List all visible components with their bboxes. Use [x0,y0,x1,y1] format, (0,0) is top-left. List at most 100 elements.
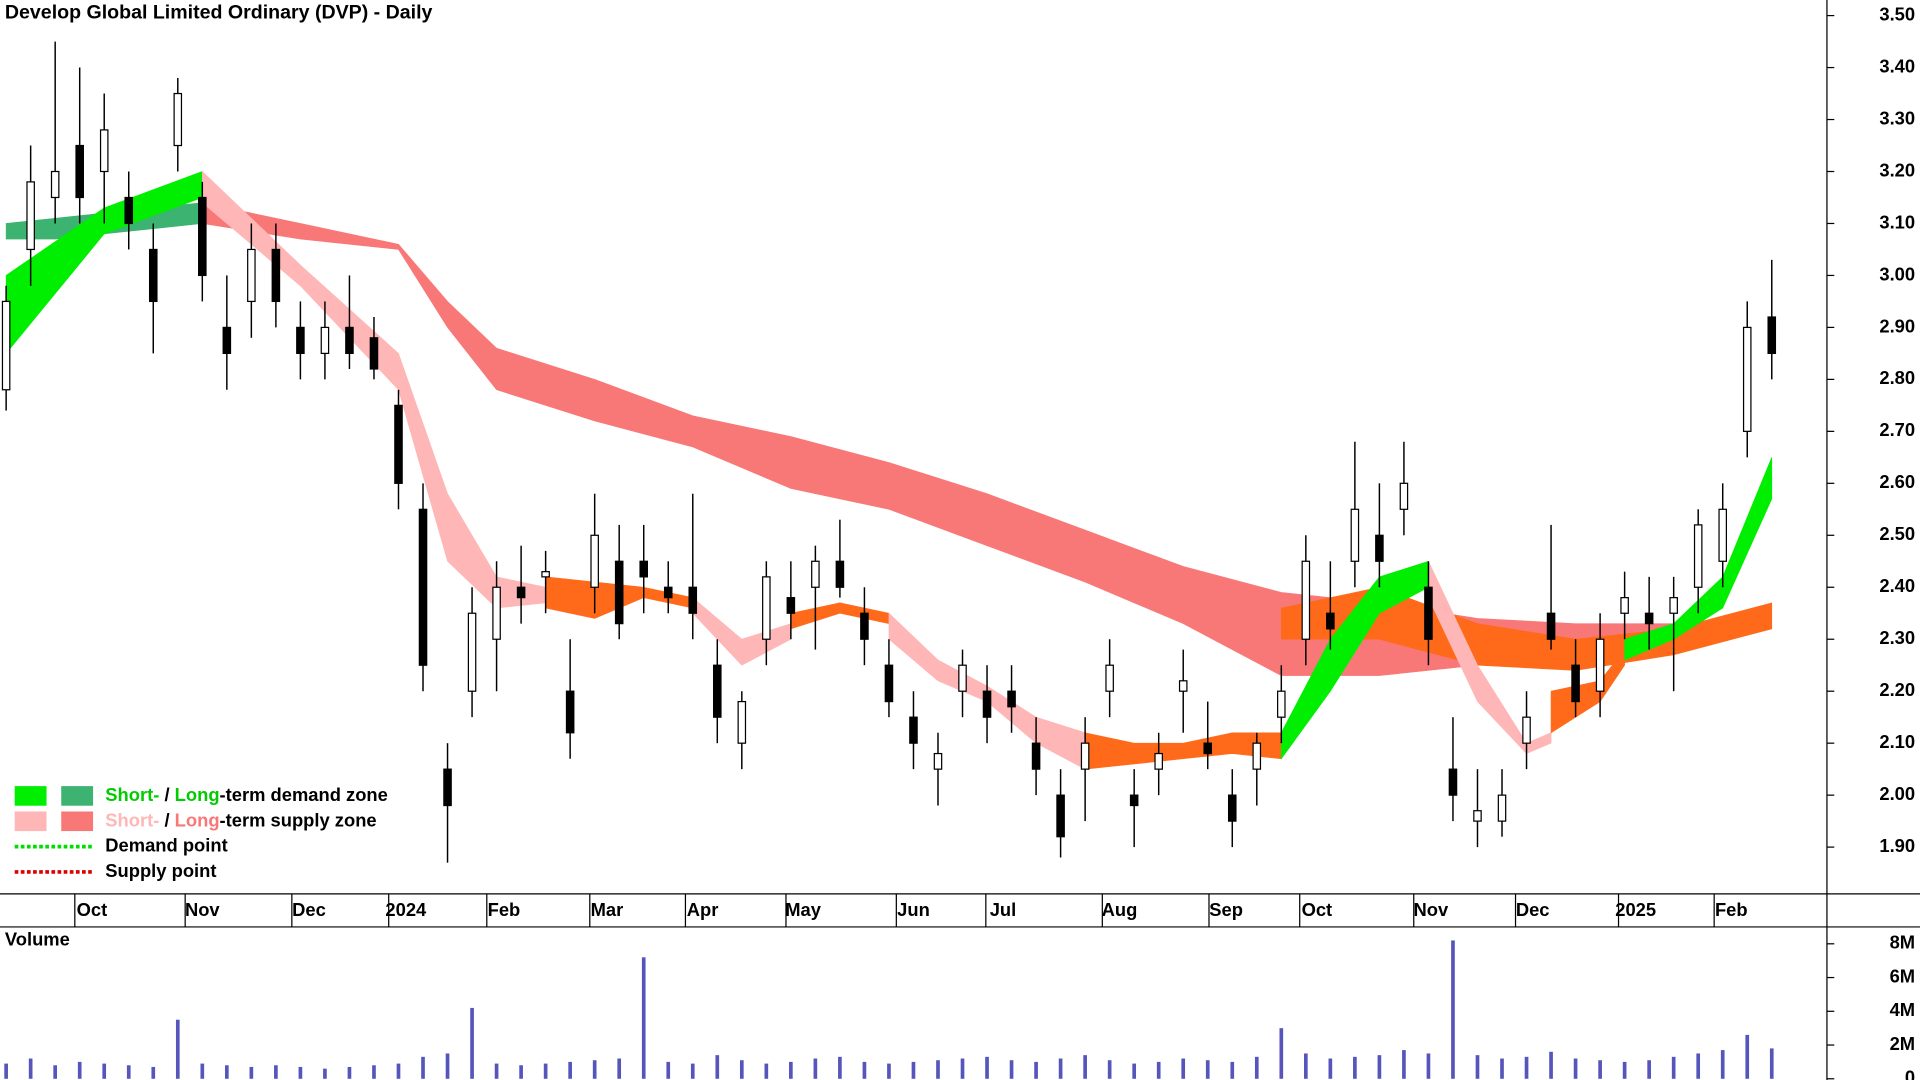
volume-bar [224,1065,229,1079]
legend-text: / [159,784,174,805]
candle-body [909,716,918,744]
volume-bar [1622,1061,1627,1079]
legend-label: Short- / Long-term demand zone [105,784,388,805]
candle-body [1693,524,1703,588]
volume-bar [617,1058,622,1079]
y-tick-label: 2.30 [1879,627,1915,648]
volume-bar [1524,1056,1529,1079]
volume-bar [789,1061,793,1079]
volume-bar [739,1060,744,1079]
candle-body [1522,716,1531,744]
candle-body [713,664,722,718]
volume-bar [1500,1058,1504,1079]
candle-body [1056,794,1065,838]
volume-bar [543,1063,548,1079]
legend-swatch [14,786,47,806]
y-tick-label: 1.90 [1879,835,1915,856]
volume-bar [175,1019,180,1079]
volume-bar [690,1063,695,1079]
volume-bar [102,1063,107,1079]
x-tick-label: May [785,899,822,920]
volume-bar [1426,1053,1431,1079]
x-tick-label: Apr [687,899,719,920]
candle-body [1350,508,1360,562]
volume-bar [1254,1056,1259,1079]
y-tick-label: 3.10 [1879,211,1915,232]
candle-body [247,248,256,303]
y-tick-label: 2.50 [1879,523,1915,544]
y-tick-label: 2.10 [1879,731,1915,752]
volume-bar [1647,1060,1651,1079]
legend-swatch [61,811,94,832]
volume-bar [298,1066,303,1079]
y-tick-label: 2M [1890,1033,1916,1054]
volume-bar [1083,1055,1087,1079]
candle-body [1154,752,1163,770]
volume-bar [1451,940,1455,1079]
volume-bar [1402,1050,1406,1079]
volume-title: Volume [5,928,70,949]
candle-body [1007,690,1016,708]
candle-body [1424,586,1433,640]
volume-bar [715,1055,720,1079]
volume-bar [862,1061,867,1079]
volume-bar [1205,1060,1210,1079]
legend-text: -term supply zone [220,809,377,830]
candle-body [26,181,35,251]
zone-band [1428,561,1552,754]
zone-band [790,602,890,630]
candle-body [492,586,501,640]
candle-body [320,326,330,355]
candle-body [124,196,134,225]
volume-bar [1353,1056,1357,1079]
candle-body [688,586,698,614]
y-tick-label: 4M [1890,999,1916,1020]
volume-bar [1769,1048,1774,1079]
candle-body [884,664,894,703]
volume-bar [592,1060,597,1079]
y-tick-label: 8M [1890,932,1916,953]
y-tick-label: 3.50 [1879,3,1915,24]
x-tick-label: Oct [77,899,108,920]
volume-bar [813,1058,818,1079]
candle-body [75,144,84,199]
candle-body [1595,638,1605,692]
volume-bar [519,1065,523,1079]
candle-body [222,326,232,355]
zone-band [692,596,792,666]
legend-text: Short- [105,809,159,830]
candle-body [1644,612,1654,625]
volume-bar [1107,1060,1112,1079]
volume-bar [1720,1050,1725,1079]
volume-bar [911,1061,916,1079]
volume-bar [1549,1051,1553,1079]
candle-body [811,560,820,588]
candle-body [1399,482,1409,510]
volume-bar [936,1060,940,1079]
volume-bar [494,1063,499,1079]
candle-body [198,196,207,277]
volume-bar [249,1066,254,1079]
candle-body [1277,690,1286,718]
volume-bar [1598,1060,1602,1079]
candle-body [1178,680,1188,692]
volume-bar [985,1056,989,1079]
volume-bar [1303,1053,1308,1079]
x-tick-label: Nov [185,899,220,920]
volume-bar [445,1053,450,1079]
volume-bar [1279,1028,1284,1079]
volume-bar [1181,1058,1186,1079]
volume-bar [372,1065,376,1079]
candle-body [369,337,379,370]
candle-body [786,597,796,614]
legend-text: Long [175,784,220,805]
zone-band [1624,457,1773,661]
candle-body [1227,794,1237,822]
legend-label: Demand point [105,834,227,855]
candle-body [565,690,575,734]
zone-band [202,170,546,609]
volume-bar [200,1063,205,1079]
y-tick-label: 2.60 [1879,471,1915,492]
candle-body [1203,742,1213,755]
